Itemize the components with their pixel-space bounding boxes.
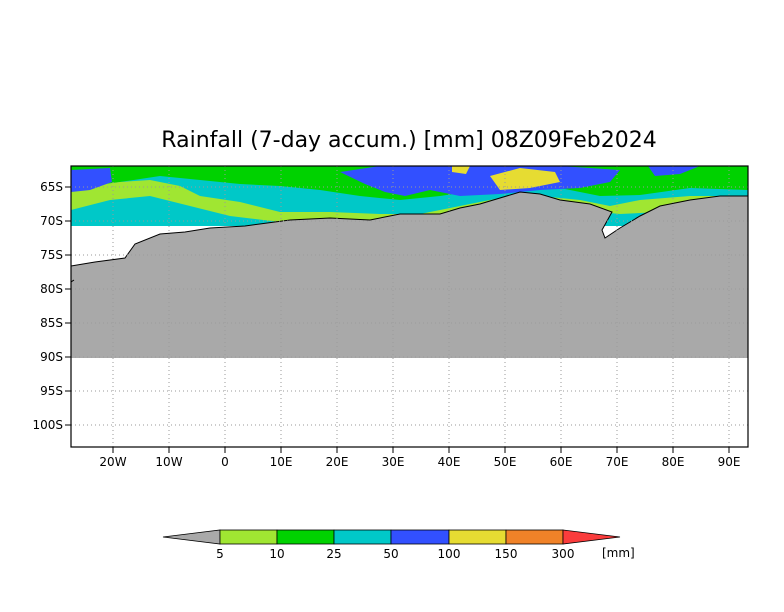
- lon-tick-label: 90E: [718, 455, 741, 469]
- rain-patch-50-100-west: [71, 168, 112, 192]
- lat-tick-label: 65S: [40, 180, 63, 194]
- map-graticule: [71, 166, 748, 447]
- colorbar-label: 25: [326, 547, 341, 561]
- colorbar-segment: [505, 529, 564, 545]
- lon-tick-label: 60E: [550, 455, 573, 469]
- lon-tick-label: 10W: [155, 455, 182, 469]
- longitude-axis: 20W 10W 0 10E 20E 30E 40E 50E 60E 70E 80E 90E: [99, 447, 740, 469]
- colorbar-segment: [390, 529, 450, 545]
- colorbar: 5 10 25 50 100 150 300 [mm]: [162, 529, 635, 561]
- antarctica-coastline: [71, 191, 748, 267]
- colorbar-segment: [333, 529, 392, 545]
- lon-tick-label: 50E: [494, 455, 517, 469]
- lon-tick-label: 20W: [99, 455, 126, 469]
- lat-tick-label: 90S: [40, 350, 63, 364]
- colorbar-label: 100: [438, 547, 461, 561]
- colorbar-upper-arrow: [562, 529, 621, 545]
- lon-tick-label: 10E: [270, 455, 293, 469]
- map-title: Rainfall (7-day accum.) [mm] 08Z09Feb202…: [161, 128, 657, 153]
- ocean-rain-band-5-10: [71, 180, 748, 222]
- map-frame: [70, 165, 749, 448]
- colorbar-unit: [mm]: [602, 546, 635, 560]
- lat-tick-label: 85S: [40, 316, 63, 330]
- lon-tick-label: 0: [221, 455, 229, 469]
- colorbar-segment: [448, 529, 507, 545]
- colorbar-label: 50: [383, 547, 398, 561]
- rain-patch-50-100-east: [648, 166, 700, 176]
- map-plot-area: [71, 166, 748, 447]
- colorbar-segment: [219, 529, 278, 545]
- colorbar-label: 300: [552, 547, 575, 561]
- colorbar-label: 5: [216, 547, 224, 561]
- colorbar-lower-arrow: [162, 529, 221, 545]
- antarctica-landmass: [71, 192, 748, 358]
- colorbar-label: 10: [269, 547, 284, 561]
- lon-tick-label: 70E: [606, 455, 629, 469]
- colorbar-label: 150: [495, 547, 518, 561]
- lon-tick-label: 30E: [382, 455, 405, 469]
- lon-tick-label: 20E: [326, 455, 349, 469]
- latitude-axis: 65S 70S 75S 80S 85S 90S 95S 100S: [32, 180, 71, 432]
- lon-tick-label: 80E: [662, 455, 685, 469]
- lon-tick-label: 40E: [438, 455, 461, 469]
- lat-tick-label: 70S: [40, 214, 63, 228]
- lat-tick-label: 80S: [40, 282, 63, 296]
- rain-patch-100-150-north: [452, 166, 470, 174]
- rain-patch-100-150: [490, 168, 560, 190]
- lat-tick-label: 95S: [40, 384, 63, 398]
- colorbar-segment: [276, 529, 335, 545]
- lat-tick-label: 75S: [40, 248, 63, 262]
- lat-tick-label: 100S: [32, 418, 63, 432]
